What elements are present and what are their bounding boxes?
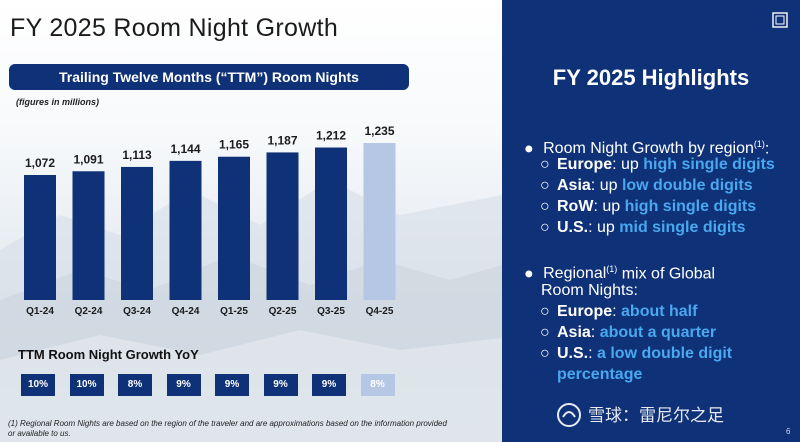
value-label-q2-25: 1,187 [267,133,297,147]
yoy-value-q3-25: 9% [312,374,346,396]
chart-subtitle: Trailing Twelve Months (“TTM”) Room Nigh… [9,64,409,90]
sub-bullet-circle: ○ [540,324,550,341]
connector-text: : [590,324,600,341]
value-label-q1-24: 1,072 [25,156,55,170]
tick-label-q3-24: Q3-24 [123,306,151,317]
yoy-title: TTM Room Night Growth YoY [18,347,199,362]
tick-label-q2-25: Q2-25 [269,306,297,317]
page-title: FY 2025 Room Night Growth [10,14,339,42]
bullet-growth-label: Room Night Growth by region [543,140,754,158]
value-label-q3-25: 1,212 [316,129,346,143]
bullet-growth-tail: : [764,140,770,158]
connector-text: : up [588,219,620,236]
bar-q3-24 [121,166,153,300]
yoy-value-q2-25: 9% [263,374,298,396]
bar-q3-25 [315,147,347,300]
value-label-q3-24: 1,113 [122,148,152,162]
bullet-growth: ● Room Night Growth by region(1): [524,134,769,159]
yoy-value-q1-25: 9% [215,374,249,396]
yoy-value-q1-24: 10% [21,374,55,396]
region-value: high single digits [624,198,757,215]
connector-text: : up [612,156,644,173]
tick-label-q4-24: Q4-24 [172,306,200,317]
bar-q2-24 [72,171,105,300]
connector-text: : up [593,198,625,215]
bar-q2-25 [266,152,299,300]
tick-label-q4-25: Q4-25 [366,306,394,317]
bar-q1-24 [24,175,56,300]
highlights-title: FY 2025 Highlights [552,65,750,90]
region-name: Europe [557,156,613,173]
tick-label-q3-25: Q3-25 [317,306,345,317]
region-name: Asia [557,324,591,341]
connector-text: : [612,303,622,320]
region-name: Asia [557,177,591,194]
region-name: U.S. [557,219,589,236]
yoy-value-q3-24: 8% [118,374,152,396]
sub-bullet-circle: ○ [540,345,550,362]
region-value: high single digits [643,156,775,173]
bullet-mix-label-a: Regional [543,265,607,283]
region-value: mid single digits [619,219,746,236]
region-name: Europe [557,303,613,320]
sub-bullet-circle: ○ [540,198,550,215]
watermark-text: 雪球：雷尼尔之足 [588,406,724,425]
region-name: RoW [557,198,594,215]
region-value: about a quarter [599,324,717,341]
footnote: (1) Regional Room Nights are based on th… [8,419,447,438]
value-label-q4-24: 1,144 [170,142,200,156]
bullet-mix-label-b: mix of Global [617,265,716,283]
yoy-value-q2-24: 10% [69,374,104,396]
region-name: U.S. [557,345,589,362]
yoy-value-q4-25: 8% [360,374,395,396]
room-nights-bar-chart: 1,072 Q1-24 1,091 Q2-24 1,113 Q3-24 1,144 Q4-24… [24,124,396,317]
region-value: low double digits [621,177,753,194]
tick-label-q1-24: Q1-24 [26,306,54,317]
value-label-q1-25: 1,165 [219,138,249,152]
bar-q1-25 [218,156,250,300]
snowball-logo-icon [557,403,581,427]
bullet-dot: ● [524,140,534,158]
tick-label-q2-24: Q2-24 [75,306,103,317]
units-note: (figures in millions) [16,97,100,107]
sub-bullet-circle: ○ [540,219,550,236]
bullet-mix: ● Regional(1) mix of Global [524,259,715,284]
bar-q4-24 [169,160,202,300]
yoy-value-q4-24: 9% [166,374,201,396]
region-value: about half [621,303,698,320]
footnote-ref: (1) [606,264,618,274]
tick-label-q1-25: Q1-25 [220,306,248,317]
yoy-row: 10% 10% 8% 9% 9% 9% 9% 8% [21,374,401,396]
value-label-q4-25: 1,235 [364,124,394,138]
value-label-q2-24: 1,091 [73,152,103,166]
region-value: a low double digit [597,345,733,362]
sub-bullet-circle: ○ [540,177,550,194]
sub-bullet-circle: ○ [540,156,550,173]
square-logo-icon [772,12,788,28]
bullet-dot: ● [524,265,534,283]
connector-text: : [588,345,598,362]
sub-bullet-circle: ○ [540,303,550,320]
connector-text: : up [590,177,622,194]
bullet-mix-label-c: Room Nights: [541,282,638,299]
footnote-ref: (1) [753,139,765,149]
highlights-panel [502,0,800,442]
region-value-continued: percentage [557,366,643,383]
page-number: 6 [786,427,791,436]
bar-q4-25 [363,143,396,300]
